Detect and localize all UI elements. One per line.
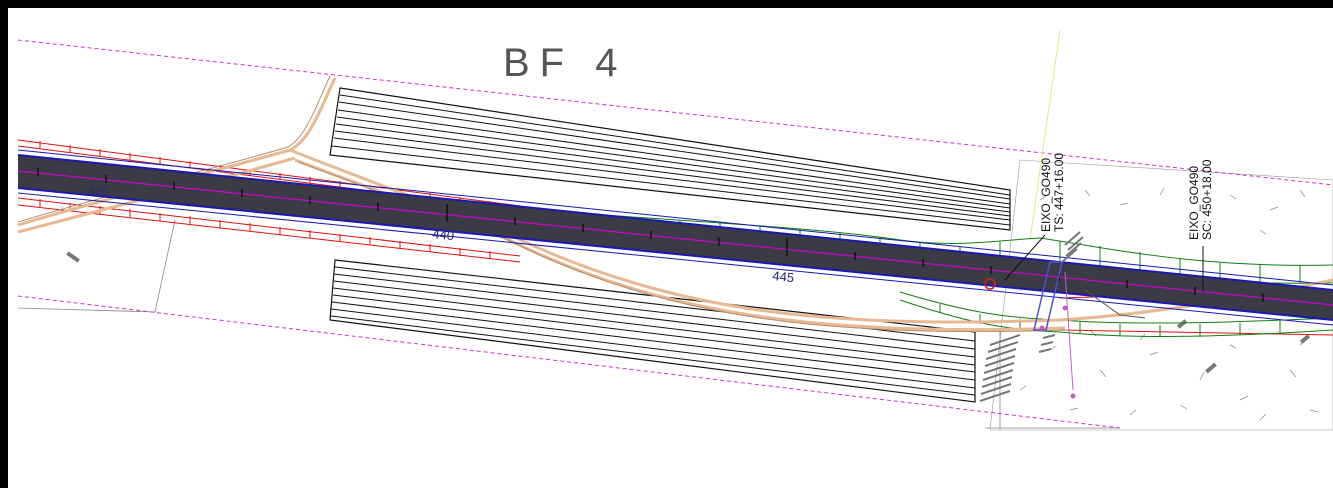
station-label-440: 440 <box>432 226 455 243</box>
annotation-sc: EIXO_GO490 SC: 450+18.00 <box>1187 159 1214 240</box>
right-of-way-boundaries <box>17 39 1333 429</box>
station-label-445: 445 <box>772 268 795 285</box>
station-label-435: 435 <box>88 183 110 199</box>
construction-line <box>1029 29 1061 241</box>
hatched-block-lower <box>329 259 976 403</box>
sheet-frame-top <box>0 0 1333 8</box>
drainage-marks <box>979 231 1084 402</box>
hatched-block-upper <box>329 87 1011 231</box>
annotation-ts-line1: EIXO_GO490 <box>1039 158 1053 232</box>
annotation-leaders <box>1004 234 1204 292</box>
culvert-structure <box>984 261 1146 399</box>
main-road <box>17 149 1333 326</box>
sheet-title: BF 4 <box>503 41 627 85</box>
annotation-ts-line2: TS: 447+16.00 <box>1052 153 1066 232</box>
annotation-sc-line2: SC: 450+18.00 <box>1200 159 1214 240</box>
annotation-ts: EIXO_GO490 TS: 447+16.00 <box>1039 153 1066 232</box>
centerline <box>17 170 1333 306</box>
sheet-frame-left <box>0 0 8 488</box>
station-ticks <box>37 168 1264 302</box>
annotation-sc-line1: EIXO_GO490 <box>1187 166 1201 240</box>
